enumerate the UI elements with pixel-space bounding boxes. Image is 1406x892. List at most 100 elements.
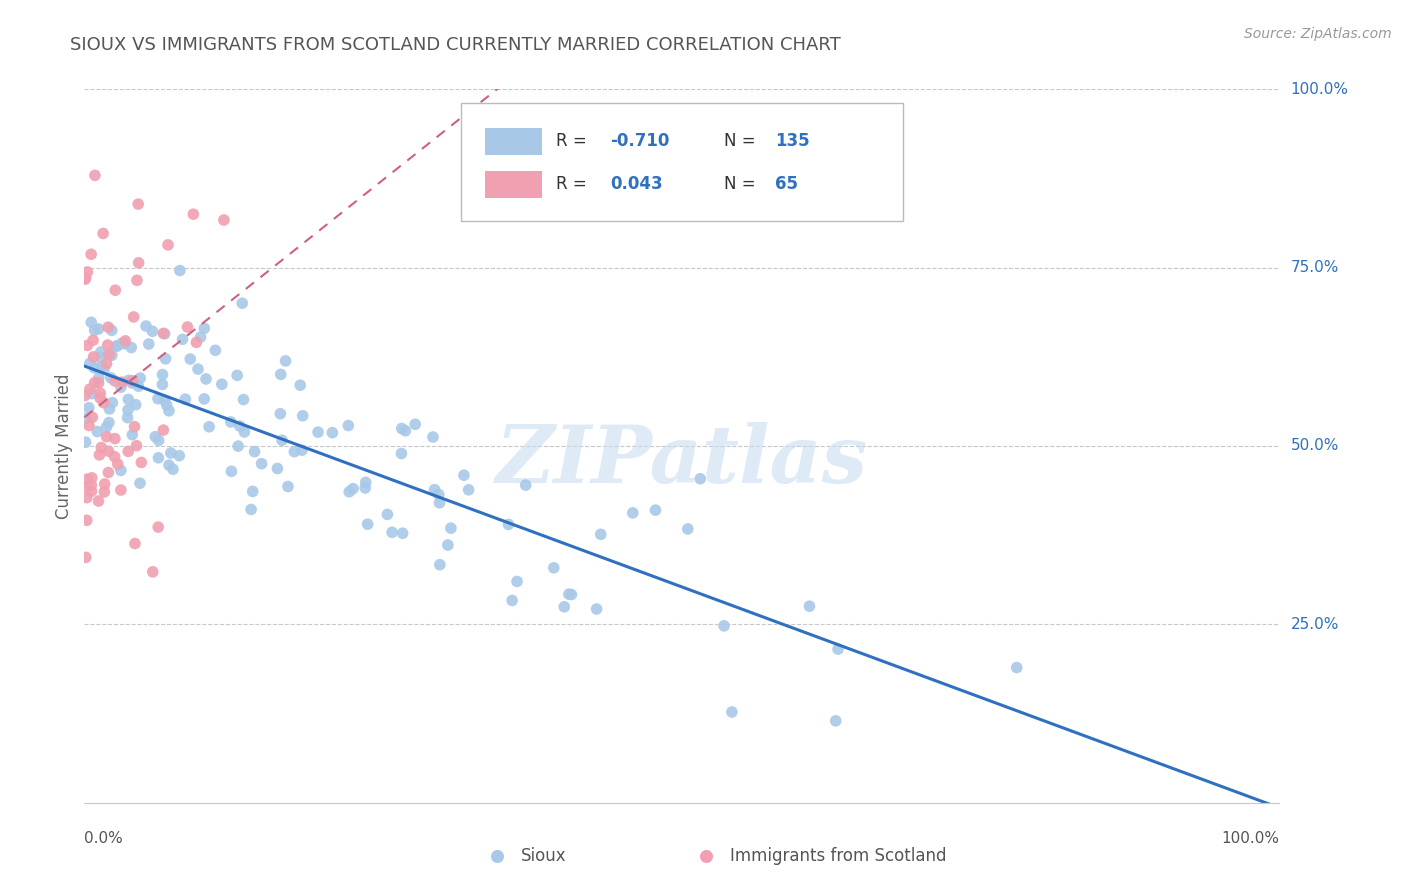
Point (146, 520, 169, 534)
Point (553, 599, 575, 614)
Point (713, 619, 735, 633)
Point (277, 479, 299, 493)
Point (93, 396, 115, 410)
Point (125, 439, 148, 453)
Point (73, 388, 96, 402)
Point (824, 714, 846, 728)
Point (80, 471, 103, 485)
Point (689, 472, 711, 486)
Point (104, 432, 127, 446)
Point (101, 348, 124, 362)
Point (97, 416, 120, 430)
Point (152, 377, 174, 392)
Point (79, 356, 101, 370)
Point (111, 375, 134, 389)
Point (560, 588, 582, 602)
Point (172, 332, 194, 346)
Point (96, 357, 118, 371)
Point (141, 324, 163, 338)
Point (75, 550, 97, 565)
Point (354, 475, 377, 490)
Point (101, 395, 124, 409)
Point (79, 382, 101, 396)
Point (131, 455, 153, 469)
Point (152, 368, 174, 382)
Point (100, 371, 122, 385)
Point (243, 444, 266, 458)
Point (80, 247, 103, 261)
Point (543, 561, 565, 575)
Point (124, 419, 146, 434)
Point (501, 593, 523, 607)
Point (321, 425, 343, 440)
Point (111, 335, 134, 350)
Point (226, 368, 249, 383)
Point (86, 425, 108, 439)
Point (621, 506, 644, 520)
Text: -0.710: -0.710 (610, 132, 669, 150)
Point (89, 448, 111, 462)
Point (100, 323, 122, 337)
FancyBboxPatch shape (461, 103, 903, 221)
Point (83, 323, 105, 337)
Point (121, 374, 143, 388)
Point (90, 351, 112, 365)
Point (354, 481, 377, 495)
Text: 100.0%: 100.0% (1222, 831, 1279, 847)
Text: 100.0%: 100.0% (1291, 82, 1348, 96)
Point (242, 484, 264, 499)
Point (162, 462, 184, 476)
Point (75, 435, 97, 450)
Point (87, 322, 110, 336)
Point (381, 525, 404, 540)
Point (93, 361, 115, 376)
Point (695, 849, 717, 863)
Point (117, 410, 139, 425)
Point (114, 334, 136, 348)
Text: N =: N = (724, 175, 761, 193)
Point (179, 351, 201, 366)
Point (169, 263, 191, 277)
Point (391, 526, 413, 541)
Text: 135: 135 (775, 132, 810, 150)
Point (104, 374, 127, 388)
Point (80, 386, 103, 401)
Point (440, 521, 463, 535)
Point (83, 376, 105, 390)
Point (228, 419, 250, 434)
Point (204, 343, 226, 358)
Point (135, 319, 157, 334)
Point (120, 341, 142, 355)
Point (87, 494, 110, 508)
Point (83, 350, 105, 364)
Point (77, 401, 100, 415)
Point (143, 430, 166, 444)
Point (110, 483, 132, 497)
Point (342, 482, 364, 496)
Point (105, 339, 128, 353)
Point (291, 443, 314, 458)
Point (117, 444, 139, 458)
Point (391, 446, 413, 460)
Point (80, 315, 103, 329)
Point (98, 401, 121, 416)
Point (118, 373, 141, 387)
Text: 0.0%: 0.0% (84, 831, 124, 847)
Point (98, 348, 121, 362)
Point (221, 464, 243, 478)
Text: R =: R = (557, 132, 592, 150)
Point (356, 517, 378, 532)
Point (142, 565, 165, 579)
Text: Source: ZipAtlas.com: Source: ZipAtlas.com (1244, 27, 1392, 41)
Point (127, 379, 149, 393)
Point (515, 478, 537, 492)
Point (152, 326, 174, 341)
Point (87, 376, 110, 390)
Point (96, 430, 118, 444)
Point (169, 449, 191, 463)
Point (153, 393, 176, 408)
Point (269, 407, 291, 421)
Point (291, 409, 314, 423)
Point (506, 574, 529, 589)
Point (174, 392, 197, 406)
